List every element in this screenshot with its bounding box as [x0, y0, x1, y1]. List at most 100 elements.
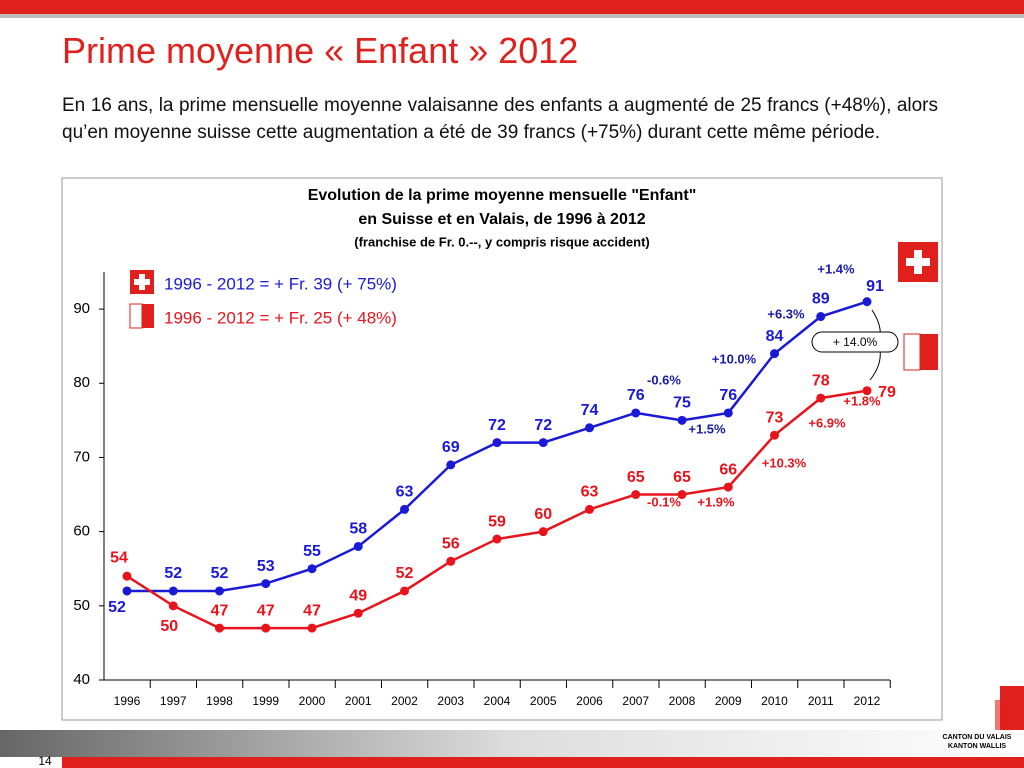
bottom-red	[62, 757, 1024, 768]
data-label: 47	[211, 602, 229, 619]
annotation: -0.6%	[647, 372, 681, 387]
data-label: 47	[303, 602, 321, 619]
point	[446, 556, 456, 566]
y-tick-label: 40	[73, 671, 90, 688]
x-tick-label: 2001	[345, 694, 372, 708]
data-label: 84	[766, 328, 784, 345]
x-tick-label: 2011	[808, 694, 834, 708]
data-label: 59	[488, 513, 506, 530]
y-tick-label: 50	[73, 597, 90, 614]
y-tick-label: 60	[73, 523, 90, 540]
data-label: 89	[812, 291, 830, 308]
annotation: +1.5%	[688, 421, 726, 436]
annotation: +1.4%	[817, 261, 855, 276]
point	[770, 349, 779, 359]
logo-text: CANTON DU VALAIS	[943, 734, 1012, 741]
point	[677, 415, 687, 425]
logo-text: KANTON WALLIS	[948, 743, 1007, 750]
data-label: 54	[110, 549, 128, 566]
point	[816, 393, 826, 403]
slide-text: En 16 ans, la prime mensuelle moyenne va…	[62, 95, 938, 143]
data-label: 49	[349, 587, 367, 604]
annotation: +6.9%	[808, 415, 846, 430]
legend-entry: 1996 - 2012 = + Fr. 25 (+ 48%)	[164, 308, 397, 327]
point	[585, 423, 594, 433]
point	[492, 438, 502, 448]
point	[492, 534, 502, 544]
top-bar	[0, 0, 1024, 14]
annotation: + 14.0%	[833, 335, 878, 349]
point	[307, 564, 317, 574]
annotation: +1.9%	[697, 494, 735, 509]
point	[400, 504, 409, 514]
data-label: 58	[349, 521, 367, 538]
data-label: 53	[257, 558, 275, 575]
y-tick-label: 90	[73, 300, 90, 317]
x-tick-label: 2007	[622, 694, 649, 708]
data-label: 76	[627, 387, 645, 404]
point	[538, 438, 548, 448]
point	[816, 312, 826, 322]
point	[585, 504, 594, 514]
data-label: 50	[160, 618, 178, 635]
swiss-flag	[130, 242, 938, 294]
data-label: 75	[673, 395, 691, 412]
data-label: 66	[719, 461, 737, 478]
point	[723, 482, 733, 492]
data-label: 65	[627, 469, 645, 486]
point	[770, 430, 779, 440]
x-tick-label: 2000	[299, 694, 326, 708]
data-label: 47	[257, 602, 275, 619]
callout-box	[811, 331, 899, 353]
annotation: +1.8%	[843, 393, 881, 408]
point	[353, 541, 363, 551]
point	[215, 623, 224, 633]
data-label: 72	[488, 417, 506, 434]
point	[215, 586, 224, 596]
x-tick-label: 1998	[206, 694, 233, 708]
x-tick-label: 2010	[761, 694, 788, 708]
legend-entry: 1996 - 2012 = + Fr. 39 (+ 75%)	[164, 274, 397, 293]
valais-flag	[129, 303, 938, 371]
data-label: 63	[396, 484, 414, 501]
data-label: 73	[766, 409, 784, 426]
point	[538, 527, 548, 537]
data-label: 52	[211, 565, 229, 582]
data-label: 74	[581, 402, 599, 419]
y-tick-label: 80	[73, 374, 90, 391]
x-tick-label: 2012	[854, 694, 881, 708]
slide-title: Prime moyenne « Enfant » 2012	[62, 30, 579, 71]
point	[261, 623, 271, 633]
point	[168, 586, 178, 596]
x-tick-label: 2004	[484, 694, 511, 708]
data-label: 55	[303, 543, 321, 560]
point	[168, 601, 178, 611]
bottom-bar	[0, 730, 1024, 757]
data-label: 72	[534, 417, 552, 434]
logo: CANTON DU VALAIS KANTON WALLIS	[943, 686, 1024, 750]
data-label: 52	[164, 565, 182, 582]
point	[122, 571, 132, 581]
data-label: 65	[673, 469, 691, 486]
point	[446, 460, 456, 470]
chart-frame	[61, 177, 943, 721]
data-label: 63	[581, 484, 599, 501]
data-label: 91	[866, 278, 884, 295]
data-label: 76	[719, 387, 737, 404]
data-label: 69	[442, 439, 460, 456]
x-tick-label: 1999	[252, 694, 279, 708]
point	[723, 408, 733, 418]
top-line	[0, 14, 1024, 18]
point	[400, 586, 409, 596]
point	[353, 608, 363, 618]
annotation: +6.3%	[767, 306, 805, 321]
point	[261, 579, 271, 589]
data-label: 52	[396, 565, 414, 582]
chart-subtitle: en Suisse et en Valais, de 1996 à 2012	[358, 211, 645, 228]
chart-note: (franchise de Fr. 0.--, y compris risque…	[354, 234, 649, 249]
page-number: 14	[38, 754, 52, 768]
point	[631, 490, 641, 500]
data-label: 52	[108, 599, 126, 616]
